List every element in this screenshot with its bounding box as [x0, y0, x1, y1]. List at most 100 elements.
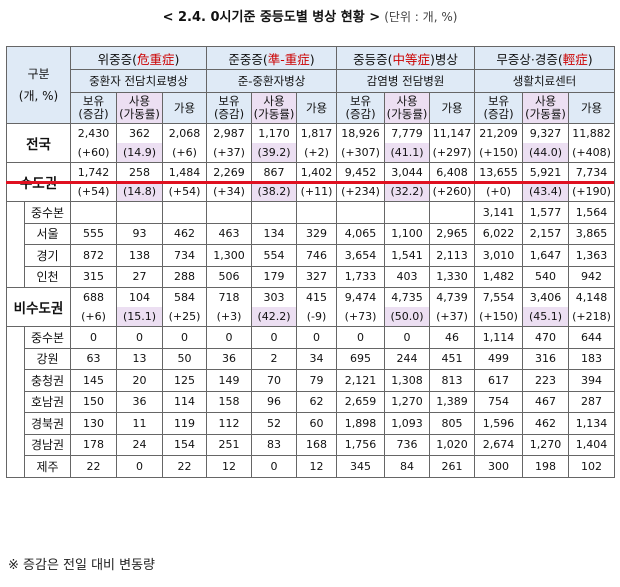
- value-cell: 644: [568, 326, 616, 349]
- value-cell: 2,965: [429, 222, 476, 245]
- subregion-row: 인천 315 27 288 506 179 327 1,733 403 1,330 1,482 540…: [7, 265, 616, 288]
- value-cell: 3,044: [384, 162, 431, 182]
- value-cell: 554: [251, 244, 298, 267]
- subregion-name: 강원: [24, 347, 71, 370]
- value-cell: 22: [161, 455, 208, 478]
- value-cell: 695: [336, 347, 386, 370]
- subregion-name: 경남권: [24, 433, 71, 456]
- value-cell: 11: [116, 412, 163, 435]
- change-cell: (+234): [336, 182, 386, 202]
- value-cell: 138: [116, 244, 163, 267]
- value-cell: 3,865: [568, 222, 616, 245]
- value-cell: 1,596: [474, 412, 524, 435]
- indent-cell: [6, 201, 25, 288]
- value-cell: 4,148: [568, 287, 616, 307]
- value-cell: 36: [206, 347, 253, 370]
- value-cell: 12: [296, 455, 338, 478]
- value-cell: 2,121: [336, 369, 386, 392]
- value-cell: 754: [474, 390, 524, 413]
- value-cell: 345: [336, 455, 386, 478]
- value-cell: 1,742: [70, 162, 117, 182]
- group-subheader: 중환자 전담치료병상: [69, 69, 208, 93]
- value-cell: 0: [296, 326, 338, 349]
- value-cell: 20: [116, 369, 163, 392]
- footnote: ※ 증감은 전일 대비 변동량: [8, 558, 156, 573]
- header-row-group: 구분 (개, %) 위중증(危重症) 준중증(準-重症) 중등증(中等症)병상 무증상·경…: [6, 46, 616, 124]
- value-cell: 1,170: [251, 123, 298, 143]
- subregion-name: 중수본: [24, 326, 71, 349]
- value-cell: 7,779: [384, 123, 431, 143]
- value-cell: 2,430: [70, 123, 117, 143]
- col-header-line: (증감): [345, 107, 376, 121]
- subregion-row: 중수본 3,141 1,577 1,564: [6, 201, 616, 288]
- value-cell: 9,327: [522, 123, 570, 143]
- col-header-sayong: 사용 (가동률): [522, 92, 570, 124]
- value-cell: 1,270: [522, 433, 570, 456]
- region-name: 전국: [6, 123, 71, 163]
- value-cell: 327: [296, 265, 338, 288]
- value-cell: 1,404: [568, 433, 616, 456]
- col-header-line: 사용: [534, 94, 557, 108]
- value-cell: [384, 201, 431, 224]
- value-cell: 119: [161, 412, 208, 435]
- subregion-row: 경북권 130 11 119 112 52 60 1,898 1,093 805 1,596 462 1…: [7, 412, 616, 435]
- col-header-sayong: 사용 (가동률): [116, 92, 163, 124]
- change-cell: (+0): [474, 182, 524, 202]
- change-cell: (50.0): [384, 307, 431, 327]
- gubun-line: (개, %): [18, 89, 59, 103]
- group-suffix: ): [309, 51, 315, 67]
- value-cell: 46: [429, 326, 476, 349]
- col-header-gayong: 가용: [161, 92, 208, 124]
- value-cell: 149: [206, 369, 253, 392]
- value-cell: 805: [429, 412, 476, 435]
- value-cell: 0: [70, 326, 117, 349]
- value-cell: 112: [206, 412, 253, 435]
- value-cell: 467: [522, 390, 570, 413]
- group-suffix: )병상: [430, 51, 458, 67]
- value-cell: 584: [161, 287, 208, 307]
- value-cell: 198: [522, 455, 570, 478]
- col-header-line: 보유: [487, 94, 510, 108]
- change-cell: (+2): [296, 143, 338, 163]
- value-cell: 451: [429, 347, 476, 370]
- value-cell: 718: [206, 287, 253, 307]
- value-cell: 50: [161, 347, 208, 370]
- value-cell: 1,484: [161, 162, 208, 182]
- change-cell: (14.8): [116, 182, 163, 202]
- value-cell: 329: [296, 222, 338, 245]
- change-cell: (+6): [161, 143, 208, 163]
- change-cell: (+54): [161, 182, 208, 202]
- change-cell: (+60): [70, 143, 117, 163]
- value-cell: 1,300: [206, 244, 253, 267]
- col-header-boyu: 보유 (증감): [336, 92, 386, 124]
- value-cell: [251, 201, 298, 224]
- value-cell: [161, 201, 208, 224]
- value-cell: 7,554: [474, 287, 524, 307]
- subregion-name: 경북권: [24, 412, 71, 435]
- value-cell: 178: [70, 433, 117, 456]
- value-cell: 394: [568, 369, 616, 392]
- value-cell: 555: [70, 222, 117, 245]
- change-cell: (+307): [336, 143, 386, 163]
- value-cell: [429, 201, 476, 224]
- bed-status-table: 구분 (개, %) 위중증(危重症) 준중증(準-重症) 중등증(中等症)병상 무증상·경…: [6, 46, 616, 478]
- region-name: 비수도권: [6, 287, 71, 327]
- value-cell: 1,733: [336, 265, 386, 288]
- value-cell: 462: [161, 222, 208, 245]
- subregion-name: 서울: [24, 222, 71, 245]
- change-cell: (+54): [70, 182, 117, 202]
- region-row: 전국 2,430 362 2,068 2,987 1,170 1,817 18,926 7,77…: [6, 123, 616, 163]
- value-cell: 96: [251, 390, 298, 413]
- value-cell: 251: [206, 433, 253, 456]
- value-cell: 1,134: [568, 412, 616, 435]
- value-cell: 300: [474, 455, 524, 478]
- subregion-row: 경기 872 138 734 1,300 554 746 3,654 1,541 2,113 3,0…: [7, 244, 616, 267]
- group-hanja: 危重症: [137, 51, 175, 67]
- value-cell: 1,541: [384, 244, 431, 267]
- change-cell: (+6): [70, 307, 117, 327]
- group-hanja: 中等症: [392, 51, 431, 67]
- group-subheader: 준-중환자병상: [206, 69, 338, 93]
- value-cell: [116, 201, 163, 224]
- col-header-line: (가동률): [253, 107, 295, 121]
- value-cell: 0: [336, 326, 386, 349]
